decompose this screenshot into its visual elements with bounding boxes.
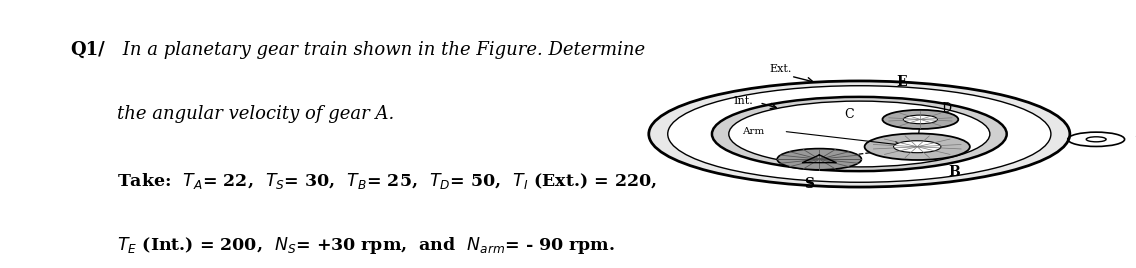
Text: In a planetary gear train shown in the Figure. Determine: In a planetary gear train shown in the F… — [117, 41, 645, 59]
Text: E: E — [896, 75, 907, 89]
Circle shape — [712, 97, 1006, 171]
Text: Int.: Int. — [733, 96, 753, 106]
Circle shape — [894, 141, 941, 153]
Text: Take:  $T_A$= 22,  $T_S$= 30,  $T_B$= 25,  $T_D$= 50,  $T_I$ (Ext.) = 220,: Take: $T_A$= 22, $T_S$= 30, $T_B$= 25, $… — [117, 171, 657, 191]
Text: S: S — [804, 177, 813, 191]
Text: $T_E$ (Int.) = 200,  $N_S$= +30 rpm,  and  $N_{arm}$= - 90 rpm.: $T_E$ (Int.) = 200, $N_S$= +30 rpm, and … — [117, 235, 616, 256]
Text: C: C — [844, 108, 853, 121]
Circle shape — [864, 133, 970, 160]
Text: the angular velocity of gear A.: the angular velocity of gear A. — [117, 105, 394, 123]
Text: Arm: Arm — [742, 127, 765, 136]
Circle shape — [729, 101, 989, 167]
Circle shape — [777, 148, 861, 170]
Circle shape — [883, 110, 959, 129]
Text: B: B — [949, 165, 960, 179]
Circle shape — [903, 115, 937, 124]
Text: Q1/: Q1/ — [69, 41, 105, 59]
Text: D: D — [942, 102, 952, 115]
Text: Ext.: Ext. — [769, 64, 792, 74]
Circle shape — [668, 86, 1051, 182]
Circle shape — [649, 81, 1070, 187]
